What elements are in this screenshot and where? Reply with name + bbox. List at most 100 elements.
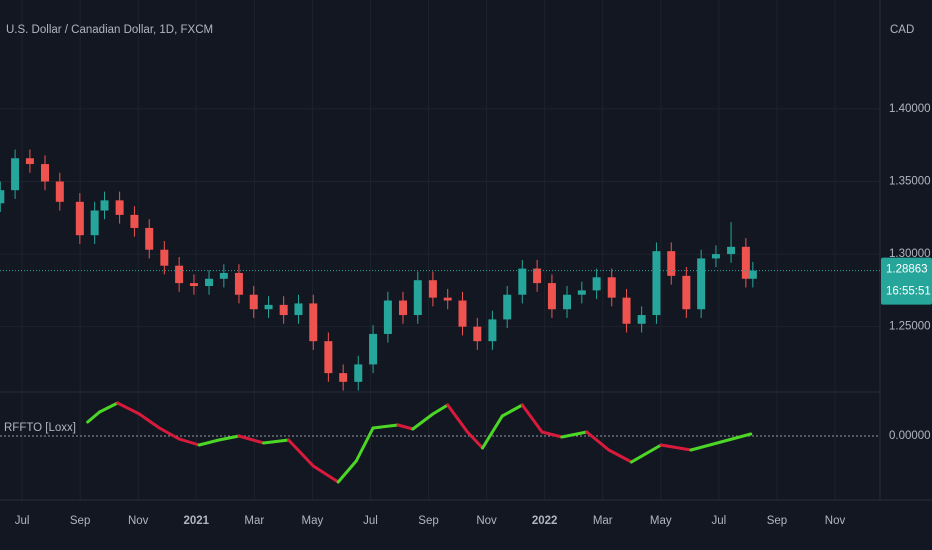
- y-tick-label: 0.00000: [889, 430, 931, 442]
- oscillator-segment: [689, 440, 723, 452]
- oscillator-segment: [217, 434, 241, 442]
- candle-body: [458, 300, 467, 327]
- x-tick-label: 2022: [532, 515, 558, 527]
- last-price-box: [881, 257, 932, 305]
- candle-body: [711, 254, 720, 259]
- indicator-title: RFFTO [Loxx]: [4, 422, 76, 434]
- oscillator-segment: [287, 438, 315, 468]
- candle-body: [503, 294, 512, 320]
- oscillator-segment: [197, 438, 221, 447]
- y-tick-label: 1.35000: [889, 176, 931, 188]
- candle-body: [279, 304, 288, 316]
- oscillator-segment: [560, 430, 589, 439]
- oscillator-segment: [431, 403, 450, 416]
- candle-body: [577, 290, 586, 295]
- candle-body: [563, 294, 572, 310]
- candle-body: [518, 268, 527, 295]
- oscillator-segment: [411, 412, 435, 431]
- oscillator-segment: [86, 410, 102, 424]
- oscillator-segment: [629, 443, 663, 464]
- oscillator-segment: [354, 426, 375, 463]
- candle-body: [607, 277, 616, 298]
- x-tick-label: 2021: [183, 515, 209, 527]
- candle-body: [533, 268, 542, 284]
- candle-body: [11, 158, 20, 191]
- last-price-label: 1.28863: [886, 264, 928, 276]
- candle-body: [160, 249, 169, 266]
- candle-body: [697, 258, 706, 310]
- x-tick-label: Mar: [593, 515, 613, 527]
- x-tick-label: Sep: [418, 515, 438, 527]
- candle-body: [294, 303, 303, 316]
- oscillator-segment: [520, 403, 544, 434]
- candle-body: [219, 272, 228, 279]
- candle-body: [413, 280, 422, 316]
- candle-body: [75, 201, 84, 236]
- candle-body: [90, 210, 99, 236]
- candle-body: [428, 280, 437, 298]
- oscillator-segment: [98, 401, 120, 414]
- candle-body: [309, 303, 318, 342]
- candle-body: [748, 270, 757, 279]
- candle-body: [324, 341, 333, 374]
- countdown-label: 16:55:51: [886, 286, 931, 298]
- candle-body: [339, 373, 348, 382]
- candle-body: [234, 272, 243, 295]
- oscillator-segment: [177, 437, 201, 447]
- candle-body: [0, 190, 5, 204]
- candle-body: [682, 275, 691, 310]
- candle-body: [264, 304, 273, 310]
- oscillator-segment: [446, 403, 469, 434]
- candle-body: [25, 158, 34, 165]
- y-tick-label: 1.30000: [889, 248, 931, 260]
- x-tick-label: Nov: [476, 515, 497, 527]
- oscillator-segment: [262, 438, 291, 445]
- candle-body: [652, 251, 661, 316]
- oscillator-segment: [157, 426, 181, 441]
- x-tick-label: Jul: [15, 515, 30, 527]
- labels: Jul Sep Nov 2021 Mar May Jul Sep Nov 2022 Mar May Ju…: [15, 103, 932, 527]
- y-tick-label: 1.40000: [889, 103, 931, 115]
- oscillator-segment: [465, 430, 485, 450]
- candle-body: [547, 283, 556, 310]
- candle-body: [473, 326, 482, 342]
- candle-body: [130, 214, 139, 228]
- candle-body: [383, 300, 392, 334]
- candle-body: [175, 265, 184, 284]
- candle-body: [622, 297, 631, 324]
- candle-body: [100, 200, 109, 211]
- oscillator-segment: [116, 401, 141, 416]
- x-tick-label: May: [650, 515, 672, 527]
- oscillator-segment: [585, 430, 611, 452]
- candle-body: [741, 246, 750, 279]
- candle-body: [41, 164, 50, 182]
- candle-body: [369, 333, 378, 365]
- grid: [0, 0, 880, 500]
- candle-body: [115, 200, 124, 215]
- candle-body: [145, 227, 154, 250]
- candle-body: [667, 251, 676, 276]
- oscillator-segment: [719, 432, 753, 444]
- candle-body: [354, 364, 363, 382]
- x-tick-label: Jul: [363, 515, 378, 527]
- candle-body: [205, 278, 214, 287]
- oscillator-segment: [371, 423, 400, 430]
- x-tick-label: Sep: [767, 515, 787, 527]
- oscillator-segment: [540, 430, 564, 439]
- x-tick-label: Nov: [128, 515, 149, 527]
- candle-body: [443, 297, 452, 301]
- oscillator-segment: [607, 448, 633, 464]
- oscillator-segment: [396, 423, 415, 431]
- symbol-title: U.S. Dollar / Canadian Dollar, 1D, FXCM: [6, 24, 213, 36]
- oscillator-segment: [500, 403, 524, 418]
- candle-body: [398, 300, 407, 316]
- x-tick-label: Jul: [712, 515, 727, 527]
- currency: CAD: [890, 24, 914, 36]
- oscillator-segment: [336, 459, 358, 484]
- candle-body: [55, 181, 64, 202]
- oscillator-segment: [237, 434, 266, 445]
- candle-body: [189, 283, 198, 287]
- candle-body: [249, 294, 258, 310]
